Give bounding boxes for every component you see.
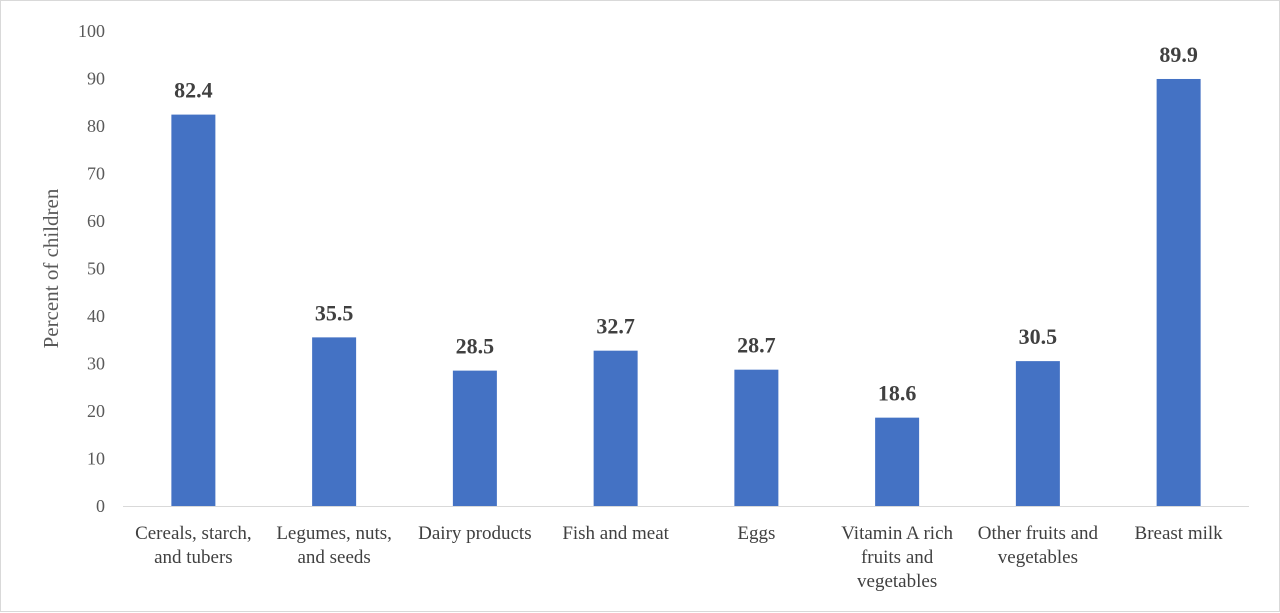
y-tick-label: 20	[87, 401, 105, 421]
category-label: Vitamin A rich fruits and vegetables	[841, 523, 953, 592]
category-label: Eggs	[737, 523, 775, 544]
y-tick-label: 80	[87, 116, 105, 136]
bar	[171, 114, 216, 506]
value-label: 32.7	[596, 314, 635, 339]
bars	[171, 78, 1201, 506]
category-label: Other fruits and vegetables	[978, 523, 1099, 568]
y-tick-label: 90	[87, 69, 105, 89]
bar	[1156, 78, 1201, 506]
category-label: Dairy products	[418, 523, 531, 544]
bar	[734, 369, 779, 506]
y-tick-label: 60	[87, 211, 105, 231]
category-label: Breast milk	[1135, 523, 1224, 544]
value-label: 18.6	[878, 381, 917, 406]
value-label: 35.5	[315, 300, 354, 325]
value-labels: 82.4 35.5 28.5 32.7 28.7 18.6 30.5 89.9	[174, 42, 1198, 406]
y-axis-label: Percent of children	[39, 188, 63, 348]
y-axis-ticks: 0 10 20 30 40 50 60 70 80 90 100	[78, 21, 105, 516]
y-tick-label: 0	[96, 496, 105, 516]
category-label: Fish and meat	[562, 523, 669, 544]
category-labels: Cereals, starch, and tubers Legumes, nuts,…	[135, 523, 1223, 592]
bar	[593, 350, 638, 506]
category-label: Legumes, nuts, and seeds	[276, 523, 392, 568]
y-tick-label: 30	[87, 354, 105, 374]
bar	[875, 417, 920, 506]
y-tick-label: 50	[87, 259, 105, 279]
bar	[452, 370, 497, 506]
value-label: 28.5	[456, 334, 495, 359]
value-label: 82.4	[174, 78, 213, 103]
bar	[312, 337, 357, 506]
y-tick-label: 70	[87, 164, 105, 184]
value-label: 89.9	[1159, 42, 1198, 67]
bar	[1015, 361, 1060, 506]
value-label: 28.7	[737, 333, 776, 358]
y-tick-label: 100	[78, 21, 105, 41]
category-label: Cereals, starch, and tubers	[135, 523, 252, 568]
value-label: 30.5	[1019, 324, 1058, 349]
y-tick-label: 10	[87, 449, 105, 469]
y-tick-label: 40	[87, 306, 105, 326]
